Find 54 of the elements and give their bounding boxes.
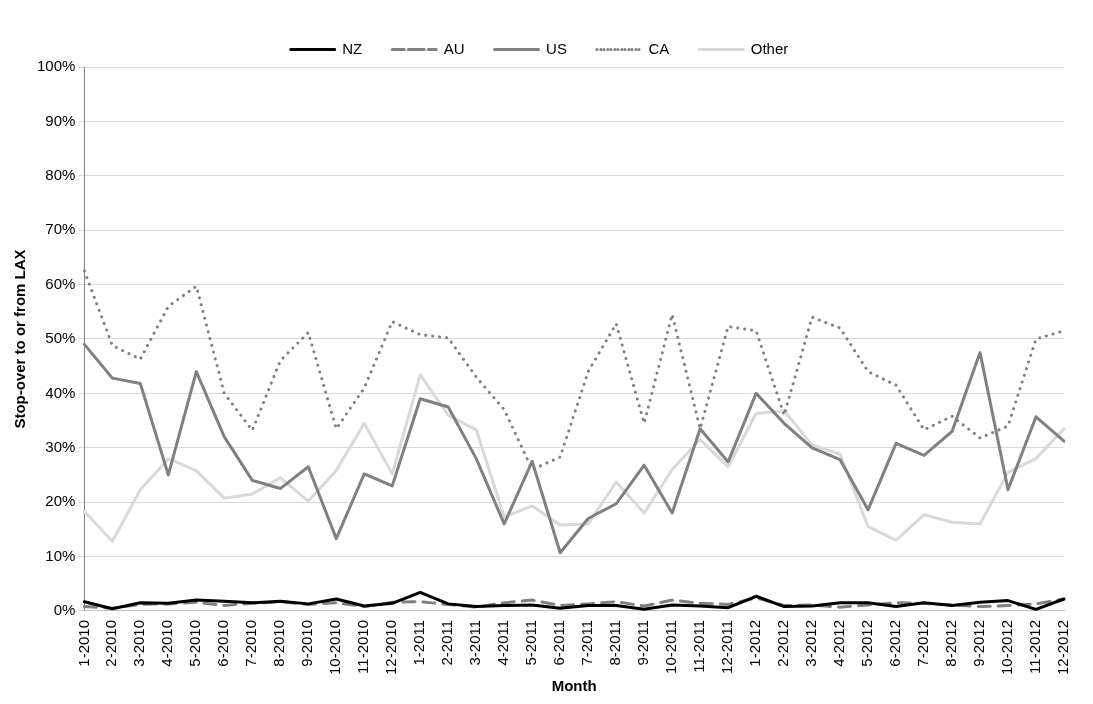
x-tick-label: 7-2012 (914, 619, 932, 667)
x-tick-label: 11-2010 (354, 619, 372, 674)
x-tick-label: 9-2011 (634, 619, 652, 666)
x-tick-label: 10-2011 (662, 619, 680, 674)
x-tick-label: 1-2010 (74, 619, 92, 667)
x-tick-label: 7-2010 (242, 619, 260, 667)
x-tick-label: 6-2010 (214, 619, 232, 667)
x-tick-label: 8-2011 (606, 619, 624, 666)
x-tick-label: 2-2012 (774, 619, 792, 667)
x-tick-label: 1-2012 (746, 619, 764, 667)
y-tick-label: 40% (45, 383, 76, 401)
x-tick-label: 7-2011 (578, 619, 596, 666)
x-tick-label: 5-2012 (858, 619, 876, 667)
x-tick-label: 9-2010 (298, 619, 316, 667)
x-tick-label: 6-2012 (886, 619, 904, 667)
x-tick-label: 11-2011 (690, 619, 708, 673)
legend-label: NZ (342, 39, 363, 57)
y-tick-label: 90% (45, 111, 76, 129)
y-tick-label: 10% (45, 546, 76, 564)
x-tick-label: 4-2012 (830, 619, 848, 667)
x-tick-label: 10-2010 (326, 619, 344, 676)
x-tick-label: 4-2011 (494, 619, 512, 666)
x-tick-label: 9-2012 (970, 619, 988, 667)
x-tick-label: 8-2012 (942, 619, 960, 667)
x-tick-label: 4-2010 (158, 619, 176, 667)
y-tick-label: 80% (45, 165, 76, 183)
y-tick-label: 20% (45, 492, 76, 510)
x-tick-label: 8-2010 (270, 619, 288, 667)
x-tick-label: 6-2011 (550, 619, 568, 666)
legend-label: AU (443, 39, 465, 57)
legend-label: US (546, 39, 567, 57)
x-tick-label: 5-2011 (522, 619, 540, 666)
y-tick-label: 60% (45, 274, 76, 292)
x-tick-label: 10-2012 (998, 619, 1016, 676)
x-tick-label: 12-2012 (1054, 619, 1072, 676)
x-tick-label: 11-2012 (1026, 619, 1044, 674)
x-tick-label: 12-2011 (718, 619, 736, 674)
x-tick-label: 2-2011 (438, 619, 456, 666)
y-axis-title: Stop-over to or from LAX (11, 249, 29, 429)
y-tick-label: 100% (36, 57, 76, 75)
x-tick-label: 12-2010 (382, 619, 400, 676)
y-tick-label: 50% (45, 329, 76, 347)
y-tick-label: 0% (53, 601, 76, 619)
x-tick-label: 5-2010 (186, 619, 204, 667)
legend-label: Other (750, 39, 789, 57)
x-tick-label: 2-2010 (102, 619, 120, 667)
x-tick-label: 3-2011 (466, 619, 484, 666)
x-axis-title: Month (551, 677, 597, 695)
y-tick-label: 30% (45, 437, 76, 455)
x-tick-label: 3-2012 (802, 619, 820, 667)
y-tick-label: 70% (45, 220, 76, 238)
x-tick-label: 1-2011 (410, 619, 428, 666)
x-tick-label: 3-2010 (130, 619, 148, 667)
legend-label: CA (648, 39, 670, 57)
